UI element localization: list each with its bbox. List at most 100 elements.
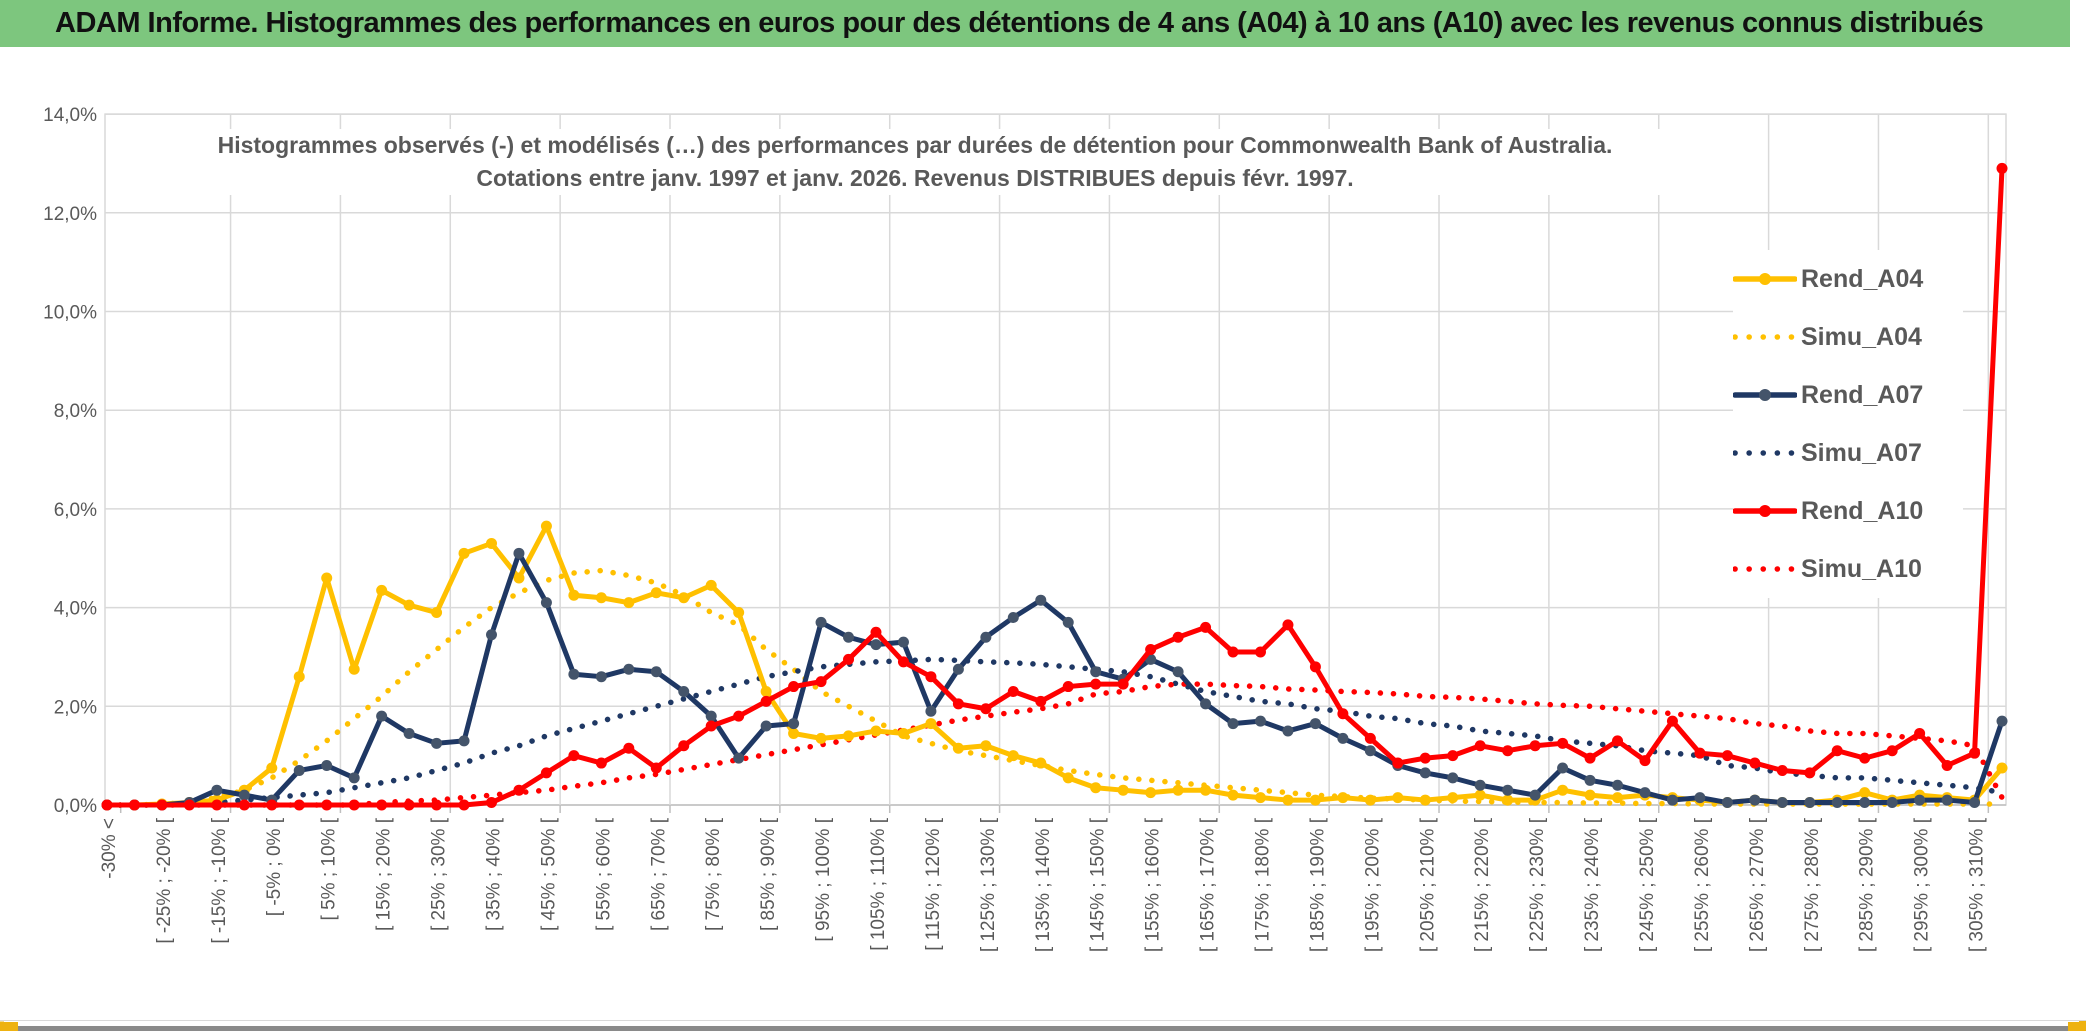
legend-swatch-solid-icon (1733, 273, 1797, 285)
series-marker-Rend_A10 (458, 799, 470, 811)
legend-item-Rend_A07: Rend_A07 (1733, 366, 1963, 424)
x-axis-tick-label: [ -25% ; -20% [ (154, 817, 175, 943)
series-marker-Rend_A04 (1447, 792, 1459, 804)
series-marker-Rend_A10 (1584, 752, 1596, 764)
series-marker-Rend_A07 (1694, 792, 1706, 804)
x-axis-tick-label: [ 275% ; 280% [ (1802, 817, 1823, 952)
x-axis-tick-label: [ 115% ; 120% [ (923, 817, 944, 950)
series-marker-Rend_A10 (513, 784, 525, 796)
series-line-Simu_A04 (104, 567, 2005, 808)
series-marker-Rend_A07 (788, 718, 800, 730)
series-marker-Rend_A04 (980, 740, 992, 752)
series-marker-Rend_A04 (485, 537, 497, 549)
chart-title: Histogrammes observés (-) et modélisés (… (160, 129, 1670, 195)
series-marker-Rend_A07 (705, 710, 717, 722)
series-marker-Rend_A07 (1447, 772, 1459, 784)
series-marker-Rend_A07 (1557, 762, 1569, 774)
legend-item-Rend_A10: Rend_A10 (1733, 482, 1963, 540)
x-axis-tick-label: [ 155% ; 160% [ (1143, 817, 1164, 952)
x-axis-tick-label: [ 295% ; 300% [ (1912, 817, 1933, 952)
series-marker-Rend_A10 (183, 799, 195, 811)
series-marker-Rend_A04 (843, 730, 855, 742)
x-axis-tick-label: [ 35% ; 40% [ (483, 817, 504, 931)
series-marker-Rend_A04 (1145, 787, 1157, 799)
y-axis-tick-label: 2,0% (54, 697, 97, 718)
x-axis-tick-label: [ 105% ; 110% [ (868, 817, 889, 950)
series-marker-Rend_A04 (1090, 782, 1102, 794)
series-marker-Rend_A07 (348, 772, 360, 784)
y-axis-tick-label: 4,0% (54, 599, 97, 620)
series-marker-Rend_A04 (568, 589, 580, 601)
chart-legend: Rend_A04 Simu_A04 Rend_A07 Simu_A07 Rend_A10… (1733, 250, 1963, 598)
y-axis-tick-label: 12,0% (43, 204, 97, 225)
series-marker-Rend_A10 (650, 762, 662, 774)
series-marker-Rend_A07 (1886, 797, 1898, 809)
series-marker-Rend_A04 (760, 685, 772, 697)
series-marker-Rend_A04 (1117, 784, 1129, 796)
series-marker-Rend_A10 (403, 799, 415, 811)
series-marker-Rend_A10 (1776, 764, 1788, 776)
series-marker-Rend_A10 (1007, 685, 1019, 697)
series-marker-Rend_A10 (211, 799, 223, 811)
series-marker-Rend_A07 (1172, 666, 1184, 678)
series-marker-Rend_A07 (485, 629, 497, 641)
series-marker-Rend_A10 (1145, 644, 1157, 656)
series-marker-Rend_A10 (238, 799, 250, 811)
series-marker-Rend_A04 (266, 762, 278, 774)
legend-item-Rend_A04: Rend_A04 (1733, 250, 1963, 308)
series-marker-Rend_A07 (595, 671, 607, 683)
series-marker-Rend_A07 (1502, 784, 1514, 796)
series-marker-Rend_A04 (293, 671, 305, 683)
series-marker-Rend_A10 (1749, 757, 1761, 769)
x-axis-tick-label: [ 175% ; 180% [ (1252, 817, 1273, 952)
series-marker-Rend_A07 (376, 710, 388, 722)
series-marker-Rend_A10 (870, 626, 882, 638)
series-marker-Rend_A07 (952, 663, 964, 675)
series-marker-Rend_A10 (897, 656, 909, 668)
series-marker-Rend_A10 (1254, 646, 1266, 658)
series-marker-Rend_A07 (1914, 794, 1926, 806)
series-marker-Rend_A10 (952, 698, 964, 710)
series-marker-Rend_A04 (925, 718, 937, 730)
y-axis-tick-label: 6,0% (54, 500, 97, 521)
x-axis-tick-label: [ 265% ; 270% [ (1747, 817, 1768, 952)
series-marker-Rend_A07 (431, 737, 443, 749)
y-axis-tick-label: 8,0% (54, 401, 97, 422)
series-marker-Rend_A04 (1035, 757, 1047, 769)
series-marker-Rend_A10 (788, 681, 800, 693)
series-marker-Rend_A10 (266, 799, 278, 811)
x-axis-tick-label: [ 65% ; 70% [ (648, 817, 669, 931)
series-marker-Rend_A07 (1804, 797, 1816, 809)
series-marker-Rend_A07 (1831, 797, 1843, 809)
series-marker-Rend_A07 (211, 784, 223, 796)
series-marker-Rend_A04 (458, 547, 470, 559)
series-marker-Rend_A10 (348, 799, 360, 811)
legend-swatch-solid-icon (1733, 505, 1797, 517)
series-marker-Rend_A10 (1392, 757, 1404, 769)
series-marker-Rend_A07 (1282, 725, 1294, 737)
series-marker-Rend_A07 (1529, 789, 1541, 801)
series-marker-Rend_A07 (321, 760, 333, 772)
x-axis-tick-label: [ 165% ; 170% [ (1198, 817, 1219, 952)
series-marker-Rend_A10 (595, 757, 607, 769)
series-marker-Rend_A10 (1117, 678, 1129, 690)
series-marker-Rend_A07 (1666, 794, 1678, 806)
series-line-Rend_A10 (104, 165, 2005, 808)
legend-label: Simu_A04 (1801, 322, 1922, 351)
series-marker-Rend_A10 (1721, 750, 1733, 762)
series-marker-Rend_A07 (1090, 666, 1102, 678)
series-marker-Rend_A04 (1227, 789, 1239, 801)
series-marker-Rend_A07 (1996, 715, 2008, 727)
series-marker-Rend_A04 (705, 579, 717, 591)
y-axis-tick-label: 0,0% (54, 796, 97, 817)
series-marker-Rend_A07 (1200, 698, 1212, 710)
series-marker-Rend_A07 (458, 735, 470, 747)
x-axis-tick-label: [ 55% ; 60% [ (593, 817, 614, 931)
series-marker-Rend_A07 (678, 685, 690, 697)
legend-label: Simu_A07 (1801, 438, 1922, 467)
x-axis-tick-label: [ 285% ; 290% [ (1857, 817, 1878, 952)
series-marker-Rend_A10 (1090, 678, 1102, 690)
series-marker-Rend_A07 (1612, 779, 1624, 791)
series-marker-Rend_A10 (1666, 715, 1678, 727)
series-marker-Rend_A04 (870, 725, 882, 737)
